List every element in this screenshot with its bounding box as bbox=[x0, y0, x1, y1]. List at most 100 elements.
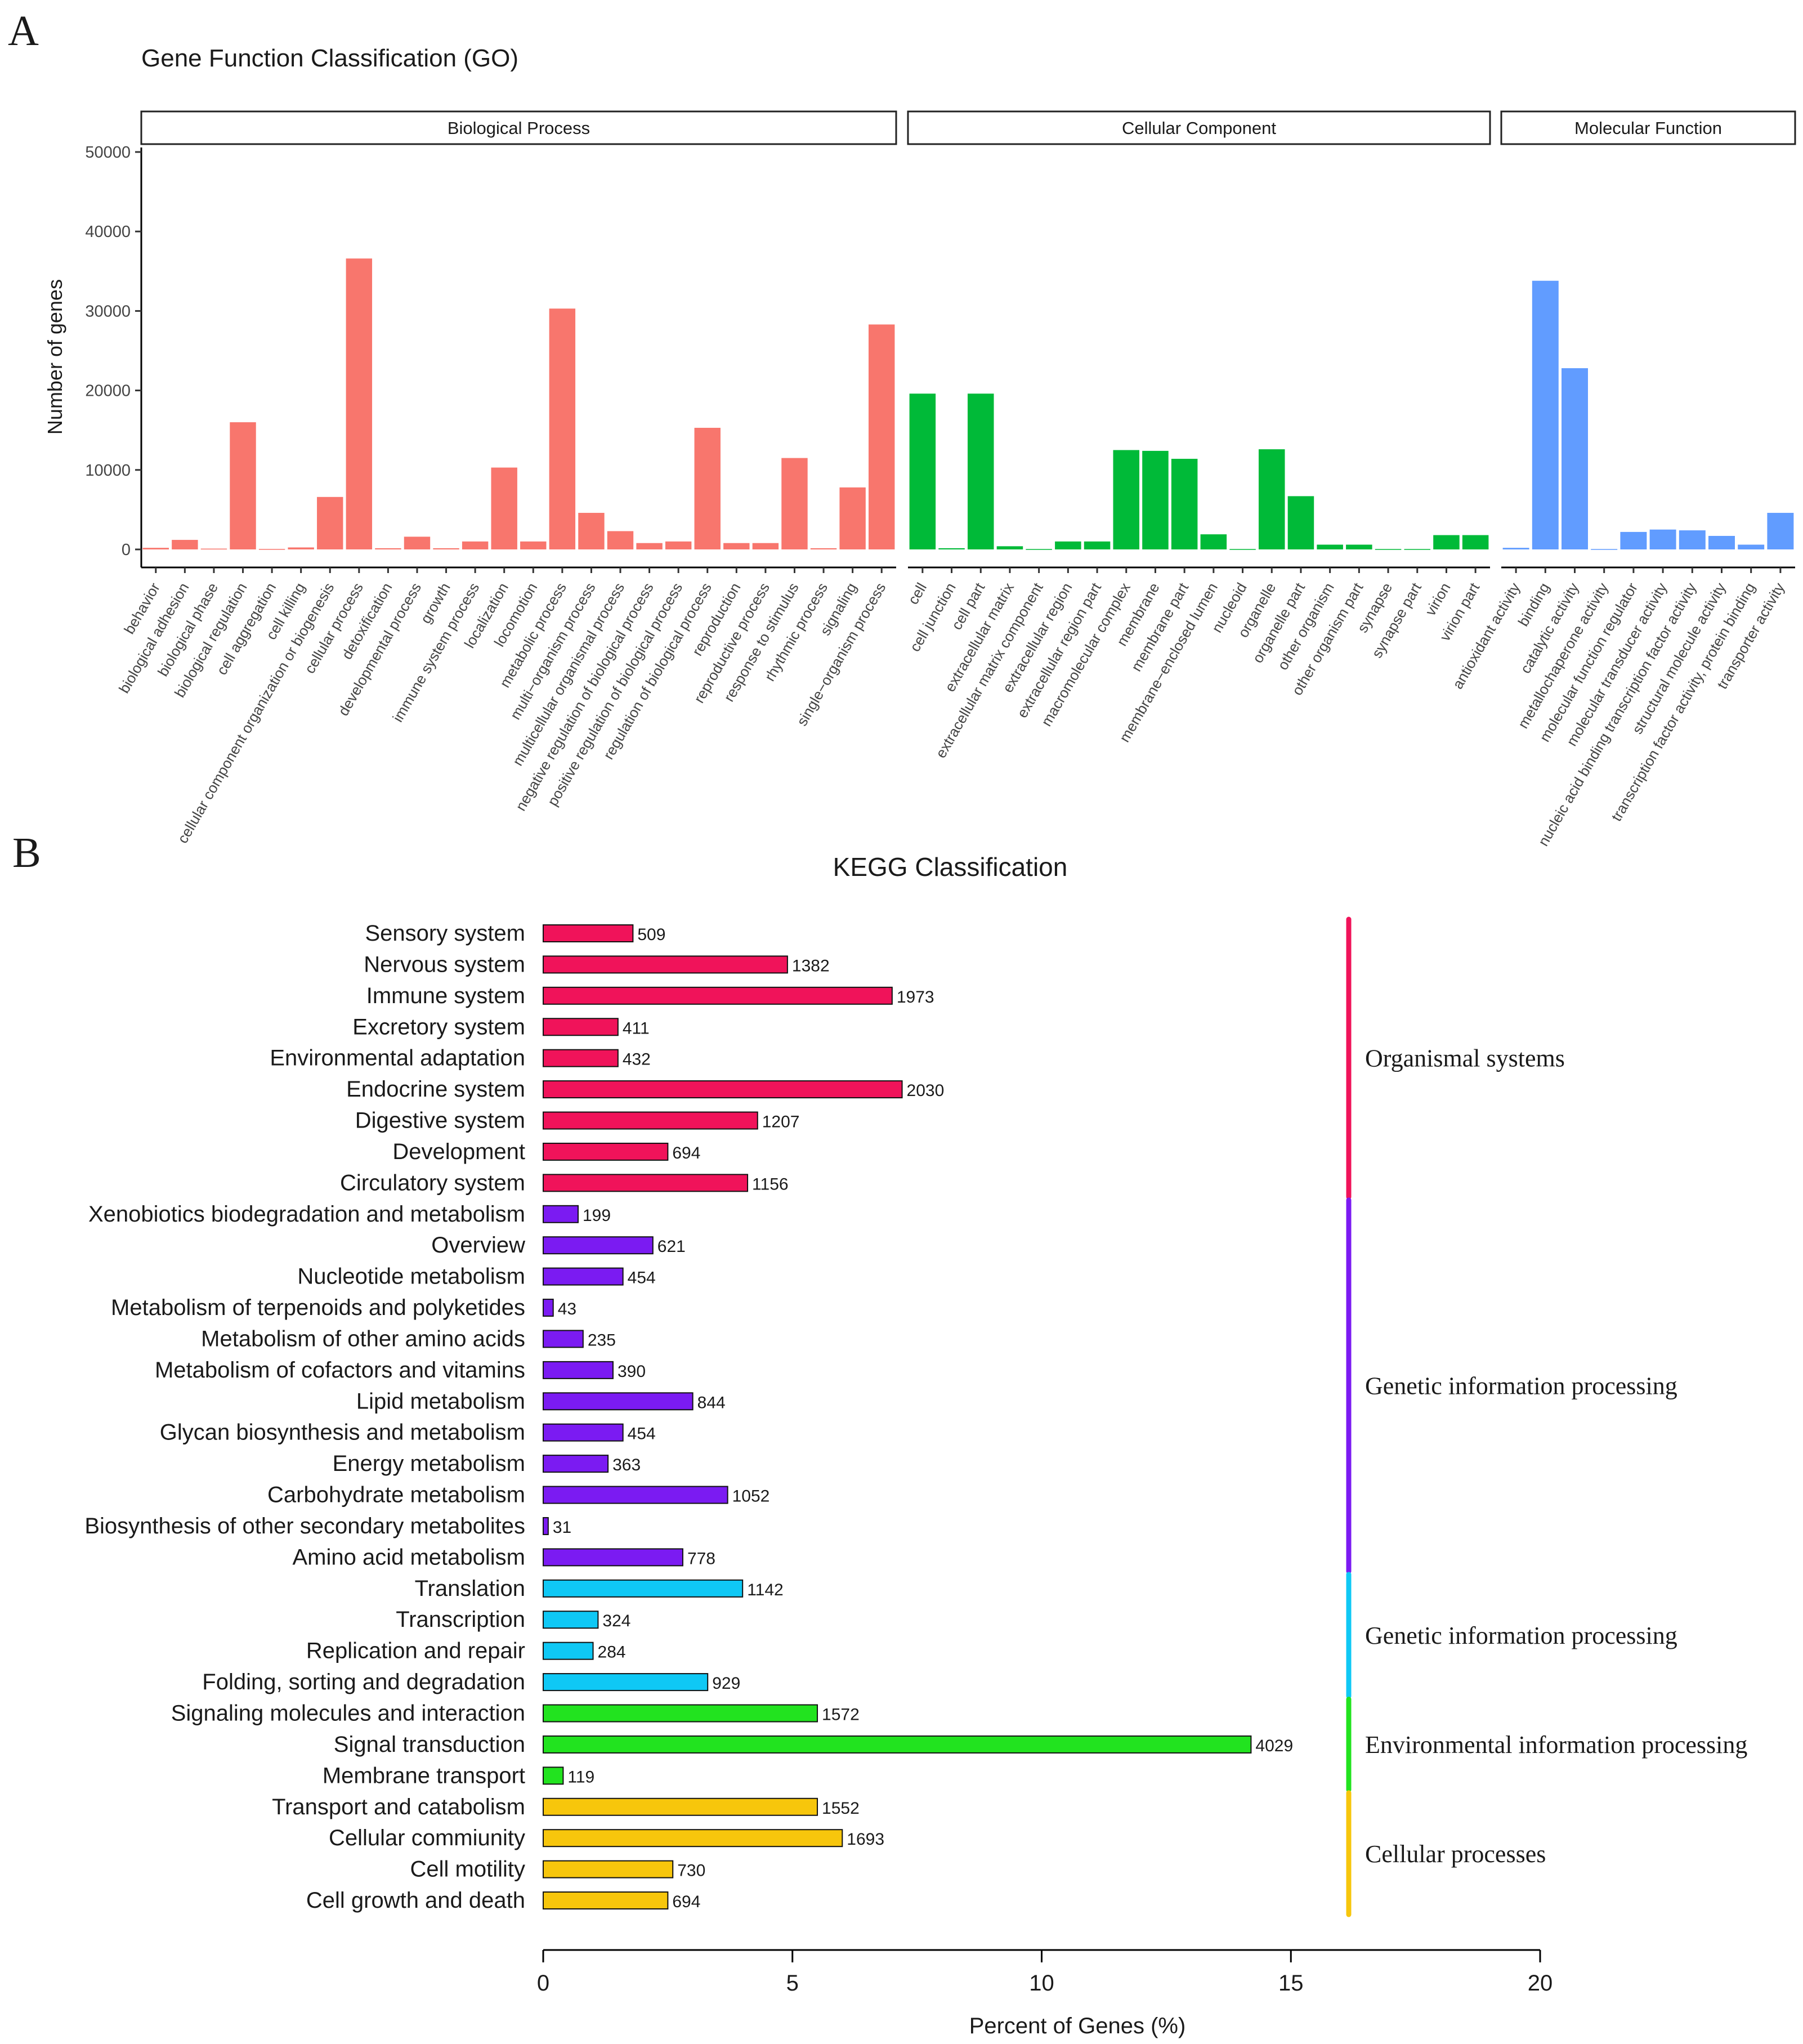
kegg-category-label: Metabolism of other amino acids bbox=[201, 1326, 525, 1351]
kegg-bar bbox=[543, 1049, 619, 1067]
go-y-tick-label: 50000 bbox=[85, 144, 131, 162]
kegg-bar bbox=[543, 1486, 728, 1504]
go-bar bbox=[491, 467, 517, 549]
kegg-category-label: Carbohydrate metabolism bbox=[267, 1483, 525, 1508]
go-bar bbox=[1433, 535, 1460, 549]
go-bar bbox=[142, 548, 169, 549]
kegg-group-label: Organismal systems bbox=[1365, 1045, 1565, 1072]
kegg-data-label: 509 bbox=[637, 925, 665, 944]
kegg-data-label: 1973 bbox=[897, 988, 934, 1007]
kegg-category-label: Overview bbox=[431, 1233, 525, 1258]
go-y-tick-label: 40000 bbox=[85, 223, 131, 241]
kegg-category-label: Development bbox=[392, 1139, 525, 1164]
kegg-bar bbox=[543, 1267, 624, 1286]
go-bar bbox=[1229, 549, 1256, 550]
kegg-bar bbox=[543, 1174, 749, 1192]
kegg-bar bbox=[543, 1735, 1252, 1754]
go-facet-strip-label: Molecular Function bbox=[1574, 118, 1722, 138]
kegg-data-label: 1572 bbox=[822, 1706, 860, 1724]
kegg-x-tick-label: 15 bbox=[1278, 1971, 1304, 1996]
panel-a-title: Gene Function Classification (GO) bbox=[141, 44, 518, 72]
panel-b-title: KEGG Classification bbox=[833, 852, 1068, 882]
kegg-category-label: Replication and repair bbox=[306, 1639, 525, 1663]
go-facet-strip bbox=[140, 110, 897, 145]
kegg-bar bbox=[543, 1142, 669, 1161]
kegg-category-label: Folding, sorting and degradation bbox=[202, 1670, 525, 1694]
kegg-x-tick-label: 0 bbox=[537, 1971, 549, 1996]
kegg-data-label: 1052 bbox=[732, 1487, 770, 1506]
go-bar bbox=[694, 427, 721, 549]
go-bar bbox=[288, 547, 314, 549]
kegg-data-label: 844 bbox=[697, 1393, 726, 1412]
go-bar bbox=[317, 497, 343, 549]
kegg-category-label: Cellular commiunity bbox=[329, 1826, 525, 1850]
go-bar bbox=[781, 458, 808, 549]
go-bar bbox=[869, 324, 895, 549]
kegg-category-label: Xenobiotics biodegradation and metabolis… bbox=[88, 1202, 525, 1227]
kegg-bar bbox=[543, 1611, 599, 1629]
go-bar bbox=[1679, 530, 1706, 549]
kegg-bar bbox=[543, 1829, 843, 1848]
kegg-x-tick-label: 20 bbox=[1528, 1971, 1553, 1996]
go-bar bbox=[1258, 449, 1285, 549]
kegg-data-label: 235 bbox=[588, 1331, 616, 1349]
go-bar bbox=[200, 548, 227, 550]
go-bar bbox=[607, 531, 634, 549]
go-bar bbox=[230, 422, 256, 549]
kegg-data-label: 119 bbox=[567, 1768, 594, 1786]
kegg-group-label: Genetic information processing bbox=[1365, 1372, 1677, 1400]
kegg-bar bbox=[543, 1205, 579, 1223]
go-bar bbox=[839, 487, 866, 549]
go-bar bbox=[938, 548, 965, 549]
kegg-data-label: 43 bbox=[558, 1300, 576, 1318]
go-bar bbox=[1591, 549, 1618, 550]
go-bar bbox=[665, 541, 692, 549]
kegg-category-label: Endocrine system bbox=[346, 1077, 525, 1102]
kegg-bar bbox=[543, 1299, 554, 1317]
go-bar bbox=[1026, 549, 1052, 550]
go-bar bbox=[723, 543, 750, 549]
go-bar bbox=[258, 549, 285, 550]
go-bar bbox=[578, 513, 605, 549]
kegg-bar bbox=[543, 924, 634, 942]
kegg-data-label: 1382 bbox=[792, 956, 830, 975]
go-bar bbox=[520, 541, 547, 549]
kegg-category-label: Amino acid metabolism bbox=[293, 1545, 526, 1569]
kegg-bar bbox=[543, 1423, 624, 1442]
kegg-category-label: Nervous system bbox=[364, 952, 525, 977]
kegg-data-label: 1207 bbox=[762, 1113, 800, 1131]
kegg-bar bbox=[543, 1080, 903, 1099]
go-bar bbox=[462, 541, 489, 549]
kegg-category-label: Energy metabolism bbox=[333, 1451, 525, 1476]
kegg-data-label: 31 bbox=[553, 1518, 571, 1537]
go-bar bbox=[996, 546, 1023, 549]
kegg-data-label: 730 bbox=[677, 1862, 705, 1880]
kegg-category-label: Cell motility bbox=[410, 1857, 525, 1882]
go-bar bbox=[1502, 548, 1529, 549]
kegg-bar bbox=[543, 1642, 594, 1660]
kegg-data-label: 929 bbox=[712, 1674, 740, 1693]
go-y-tick-label: 30000 bbox=[85, 302, 131, 320]
kegg-category-label: Translation bbox=[415, 1576, 525, 1601]
go-bar bbox=[1767, 513, 1794, 549]
kegg-category-label: Environmental adaptation bbox=[270, 1046, 525, 1071]
kegg-category-label: Transport and catabolism bbox=[272, 1795, 525, 1819]
kegg-bar bbox=[543, 1579, 744, 1598]
kegg-bar bbox=[543, 1673, 709, 1692]
kegg-category-label: Immune system bbox=[366, 983, 525, 1008]
kegg-bar bbox=[543, 955, 788, 974]
panel-a-y-axis-label: Number of genes bbox=[43, 279, 66, 435]
kegg-category-label: Membrane transport bbox=[323, 1763, 525, 1788]
go-bar bbox=[1708, 535, 1735, 549]
kegg-category-label: Transcription bbox=[396, 1607, 525, 1632]
kegg-data-label: 621 bbox=[657, 1237, 686, 1256]
go-bar bbox=[752, 543, 779, 549]
go-bar bbox=[1113, 450, 1140, 549]
kegg-bar bbox=[543, 1891, 669, 1910]
go-bar bbox=[810, 548, 837, 549]
go-bar bbox=[346, 258, 373, 549]
go-bar bbox=[1142, 450, 1169, 549]
kegg-category-label: Signaling molecules and interaction bbox=[171, 1701, 525, 1726]
panel-b-letter: B bbox=[12, 829, 41, 876]
